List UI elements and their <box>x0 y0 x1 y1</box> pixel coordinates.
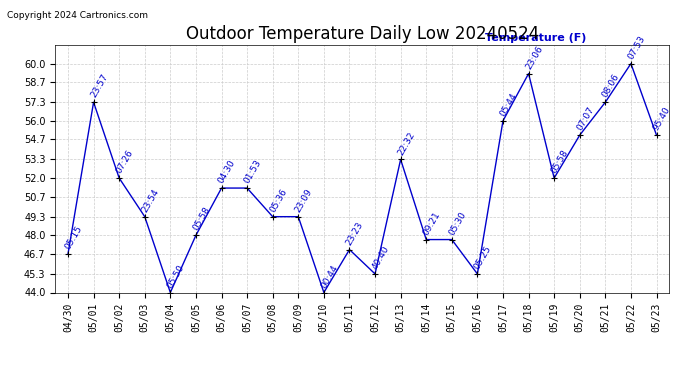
Text: 04:30: 04:30 <box>217 158 237 185</box>
Text: 23:23: 23:23 <box>345 220 365 247</box>
Text: 05:36: 05:36 <box>268 187 288 214</box>
Text: 95:40: 95:40 <box>652 105 673 132</box>
Text: 05:58: 05:58 <box>191 206 212 232</box>
Text: 05:50: 05:50 <box>166 263 186 290</box>
Text: 09:21: 09:21 <box>422 210 442 237</box>
Text: Copyright 2024 Cartronics.com: Copyright 2024 Cartronics.com <box>7 11 148 20</box>
Text: 23:09: 23:09 <box>293 187 314 214</box>
Text: 23:54: 23:54 <box>140 187 161 214</box>
Text: 00:44: 00:44 <box>319 263 339 290</box>
Text: 01:53: 01:53 <box>242 158 263 185</box>
Text: 07:07: 07:07 <box>575 105 595 132</box>
Text: 22:32: 22:32 <box>396 130 417 157</box>
Text: Temperature (F): Temperature (F) <box>485 33 586 42</box>
Text: 05:15: 05:15 <box>63 224 84 251</box>
Text: 40:40: 40:40 <box>371 244 391 271</box>
Title: Outdoor Temperature Daily Low 20240524: Outdoor Temperature Daily Low 20240524 <box>186 26 539 44</box>
Text: 08:06: 08:06 <box>600 72 621 99</box>
Text: 05:44: 05:44 <box>498 91 519 118</box>
Text: 05:58: 05:58 <box>549 148 570 175</box>
Text: 05:25: 05:25 <box>473 244 493 271</box>
Text: 07:26: 07:26 <box>115 148 135 175</box>
Text: 05:30: 05:30 <box>447 210 468 237</box>
Text: 23:06: 23:06 <box>524 44 544 71</box>
Text: 23:57: 23:57 <box>89 73 110 99</box>
Text: 07:53: 07:53 <box>627 34 647 61</box>
